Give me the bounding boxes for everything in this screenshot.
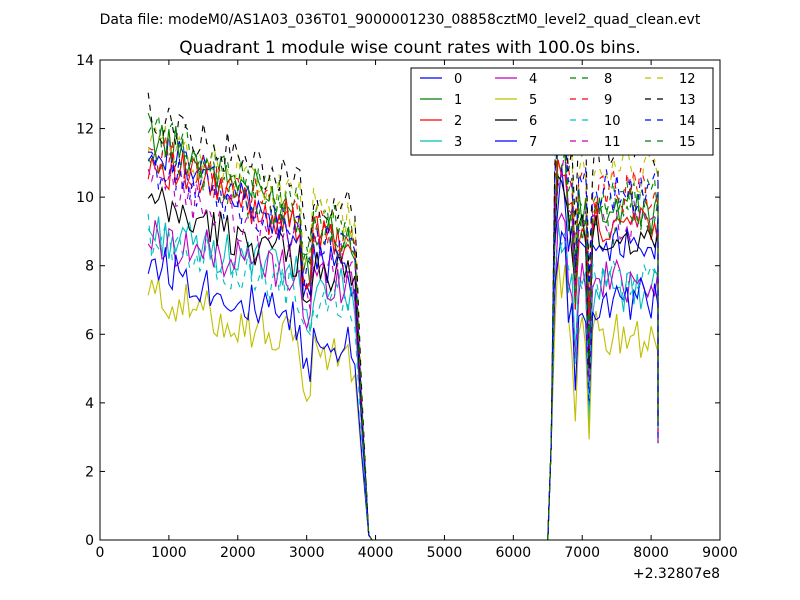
x-tick-label: 2000 [220, 545, 256, 561]
legend-label-4: 4 [529, 72, 537, 87]
legend-label-12: 12 [679, 72, 696, 87]
y-tick-label: 14 [76, 53, 94, 69]
series-line-11 [147, 145, 659, 541]
x-tick-label: 7000 [564, 545, 600, 561]
plot-lines [147, 78, 659, 541]
plot-frame [99, 59, 721, 541]
chart-suptitle: Data file: modeM0/AS1A03_036T01_90000012… [100, 12, 701, 28]
series-line-14 [148, 132, 659, 541]
series-line-3 [147, 216, 659, 541]
legend-label-13: 13 [679, 93, 696, 108]
series-line-9 [147, 132, 659, 541]
series-line-6 [147, 174, 659, 541]
series-line-4 [147, 212, 659, 541]
y-tick-label: 10 [76, 190, 94, 206]
legend-label-2: 2 [454, 114, 462, 129]
series-line-12 [147, 100, 659, 541]
x-tick-label: 0 [96, 545, 105, 561]
y-tick-label: 2 [85, 464, 94, 480]
legend-label-6: 6 [529, 114, 537, 129]
legend-label-10: 10 [604, 114, 621, 129]
x-tick-label: 1000 [151, 545, 187, 561]
series-line-2 [147, 152, 659, 541]
legend-label-11: 11 [604, 135, 621, 150]
legend-label-7: 7 [529, 135, 537, 150]
series-line-7 [147, 230, 659, 541]
legend-label-3: 3 [454, 135, 462, 150]
legend-label-14: 14 [679, 114, 696, 129]
x-tick-label: 3000 [289, 545, 325, 561]
legend-label-5: 5 [529, 93, 537, 108]
y-tick-label: 8 [85, 259, 94, 275]
x-tick-label: 9000 [702, 545, 738, 561]
series-line-15 [147, 148, 659, 541]
y-tick-label: 6 [85, 327, 94, 343]
y-tick-label: 4 [85, 396, 94, 412]
chart-title: Quadrant 1 module wise count rates with … [179, 38, 640, 58]
series-line-10 [147, 213, 659, 541]
legend-label-8: 8 [604, 72, 612, 87]
legend-label-0: 0 [454, 72, 462, 87]
x-offset-label: +2.32807e8 [633, 566, 720, 582]
series-line-8 [147, 115, 659, 541]
x-tick-label: 8000 [633, 545, 669, 561]
axis-ticks: 0 1000 2000 3000 4000 5000 6000 7000 8000 9000 0 2 4… [76, 53, 738, 561]
legend-label-15: 15 [679, 135, 696, 150]
legend-label-1: 1 [454, 93, 462, 108]
legend-label-9: 9 [604, 93, 612, 108]
series-line-5 [147, 257, 659, 541]
x-tick-label: 6000 [496, 545, 532, 561]
y-tick-label: 0 [85, 533, 94, 549]
y-tick-label: 12 [76, 122, 94, 138]
x-tick-label: 5000 [427, 545, 463, 561]
x-tick-label: 4000 [358, 545, 394, 561]
